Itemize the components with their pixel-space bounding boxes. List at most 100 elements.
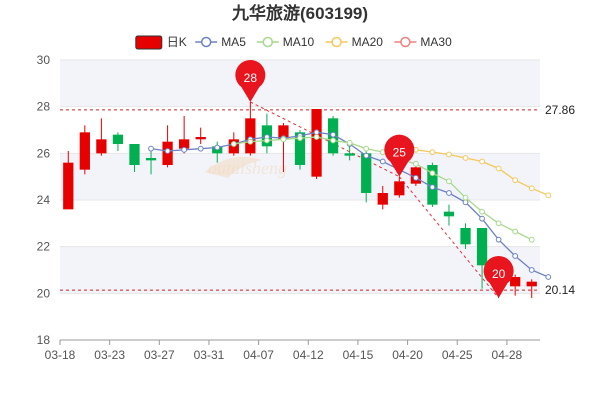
legend-swatch-point bbox=[400, 36, 411, 48]
ma-point-ma5 bbox=[495, 236, 502, 243]
price-marker-shape bbox=[235, 59, 266, 102]
ma-point-ma5 bbox=[379, 158, 386, 165]
y-tick-label: 18 bbox=[37, 333, 51, 347]
y-tick-label: 20 bbox=[37, 286, 51, 300]
y-tick-label: 30 bbox=[37, 53, 51, 67]
ma-point-ma10 bbox=[479, 208, 485, 215]
ma-point-ma10 bbox=[462, 194, 469, 201]
x-tick-label: 04-15 bbox=[343, 348, 374, 362]
legend-label: MA5 bbox=[221, 35, 246, 49]
legend-label: MA10 bbox=[283, 35, 315, 49]
ma-point-ma5 bbox=[197, 145, 204, 152]
trend-line bbox=[250, 101, 400, 178]
ma-point-ma5 bbox=[512, 253, 519, 259]
legend-swatch-point bbox=[262, 36, 274, 48]
ma-point-ma10 bbox=[446, 178, 452, 185]
reference-lines: 27.86 20.14 bbox=[60, 103, 575, 297]
ma-point-ma5 bbox=[181, 146, 188, 153]
x-tick-label: 03-23 bbox=[94, 348, 125, 362]
ma-point-ma10 bbox=[313, 134, 320, 140]
candle-body bbox=[278, 125, 289, 140]
x-tick-label: 04-07 bbox=[243, 348, 274, 362]
x-tick-label: 04-28 bbox=[492, 348, 523, 362]
ma-point-ma20 bbox=[495, 165, 502, 172]
x-tick-label: 03-18 bbox=[45, 348, 76, 362]
ma-point-ma10 bbox=[346, 139, 353, 146]
legend-swatch-point bbox=[331, 36, 342, 48]
candle-body bbox=[195, 137, 206, 140]
ma-point-ma5 bbox=[363, 152, 370, 159]
legend-item-ma5: MA5 bbox=[195, 35, 246, 49]
price-marker-shape bbox=[384, 134, 415, 177]
plot-band bbox=[60, 60, 540, 107]
ma-point-ma20 bbox=[446, 151, 452, 158]
ma-point-ma5 bbox=[462, 199, 469, 206]
price-marker-pin: 25 bbox=[384, 134, 415, 177]
legend-label: MA30 bbox=[420, 35, 452, 49]
ma-point-ma10 bbox=[495, 220, 502, 227]
candle-body bbox=[476, 228, 488, 266]
price-marker-label: 20 bbox=[492, 267, 506, 281]
ma-line-ma20 bbox=[399, 144, 549, 196]
candle-body bbox=[179, 139, 190, 149]
candle-body bbox=[79, 132, 90, 170]
candle-body bbox=[394, 181, 405, 196]
ma-point-ma10 bbox=[263, 137, 270, 144]
candle-body bbox=[294, 132, 306, 165]
ma-point-ma5 bbox=[429, 184, 436, 191]
ma-point-ma10 bbox=[429, 170, 436, 177]
ma-point-ma5 bbox=[446, 190, 452, 196]
ma-point-ma5 bbox=[313, 129, 320, 136]
ma-point-ma10 bbox=[330, 137, 337, 144]
candle-body bbox=[63, 162, 74, 210]
price-marker-pin: 20 bbox=[483, 256, 514, 298]
ma-point-ma5 bbox=[528, 267, 535, 273]
legend-swatch-point bbox=[200, 36, 212, 48]
legend-item-ma20: MA20 bbox=[325, 35, 384, 49]
legend-label: MA20 bbox=[352, 35, 384, 49]
y-axis: 18 20 22 24 26 28 30 bbox=[37, 53, 51, 347]
candle-body bbox=[377, 193, 388, 205]
y-tick-label: 24 bbox=[37, 193, 51, 207]
ma-point-ma5 bbox=[214, 144, 221, 151]
price-markers: 28 25 20 bbox=[235, 59, 514, 298]
candle-body bbox=[344, 153, 355, 156]
ma-point-ma20 bbox=[545, 192, 552, 199]
ma-point-ma20 bbox=[429, 149, 436, 156]
x-tick-label: 03-31 bbox=[194, 348, 225, 362]
ma-point-ma20 bbox=[479, 158, 485, 165]
legend-item-ma30: MA30 bbox=[394, 35, 452, 49]
price-marker-label: 28 bbox=[244, 71, 258, 85]
chart-title: 九华旅游(603199) bbox=[231, 3, 368, 23]
ma-point-ma10 bbox=[280, 136, 287, 143]
ma-point-ma10 bbox=[528, 236, 535, 243]
candle-body bbox=[245, 118, 256, 154]
ma-point-ma20 bbox=[512, 177, 519, 184]
trend-lines bbox=[250, 101, 500, 299]
ma-point-ma5 bbox=[330, 131, 337, 138]
trend-line bbox=[398, 176, 500, 299]
x-tick-label: 03-27 bbox=[144, 348, 175, 362]
svg-text:outaisheng: outaisheng bbox=[208, 158, 287, 178]
reference-label: 20.14 bbox=[545, 283, 575, 297]
y-tick-label: 28 bbox=[37, 100, 51, 114]
candle-body bbox=[112, 134, 124, 144]
plot-band bbox=[60, 246, 540, 294]
x-axis: 03-18 03-23 03-27 03-31 04-07 04-12 04-15 04-20… bbox=[45, 339, 540, 362]
y-tick-label: 26 bbox=[37, 146, 51, 160]
candle-body bbox=[145, 158, 157, 161]
price-marker-pin: 28 bbox=[235, 59, 266, 102]
candle-body bbox=[510, 277, 521, 287]
y-tick-label: 22 bbox=[37, 240, 51, 254]
ma-point-ma10 bbox=[247, 138, 254, 145]
x-tick-label: 04-25 bbox=[442, 348, 473, 362]
ma-point-ma5 bbox=[479, 215, 485, 222]
price-marker-shape bbox=[483, 256, 514, 298]
candle-body bbox=[443, 211, 455, 217]
price-marker-label: 25 bbox=[393, 146, 407, 160]
candle-body bbox=[460, 228, 471, 245]
ma-point-ma10 bbox=[297, 135, 303, 142]
ma-point-ma10 bbox=[230, 141, 237, 147]
legend: 日K MA5 MA10 MA20 MA30 bbox=[135, 35, 452, 50]
